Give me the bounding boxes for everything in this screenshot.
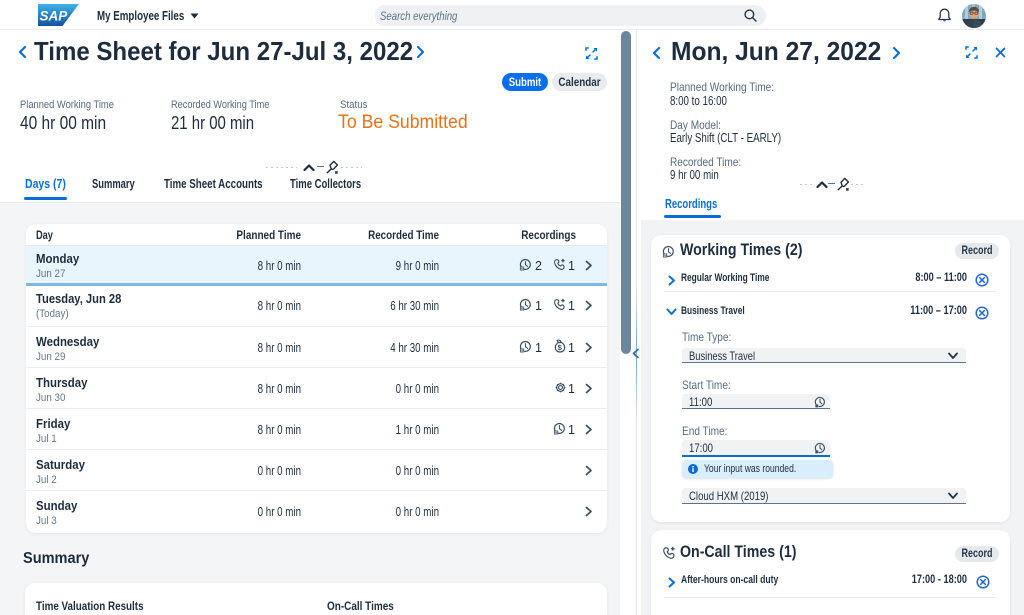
svg-text:SAP: SAP: [40, 9, 69, 24]
svg-text:$: $: [558, 343, 563, 352]
